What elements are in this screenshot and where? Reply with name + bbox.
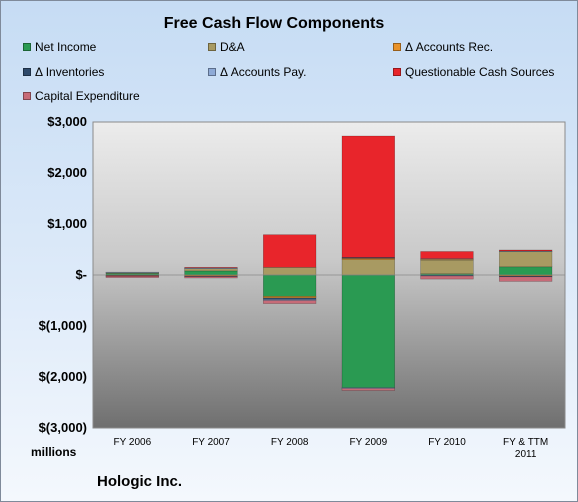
bar-net-income-fy-2008 — [262, 274, 317, 297]
bar-capital-expenditure-fy-2006 — [105, 275, 160, 278]
bar-questionable-cash-sources-fy-2010 — [420, 251, 474, 259]
bar-questionable-cash-sources-fy-2009 — [341, 135, 396, 258]
bar-d-a-fy-ttm-2011 — [498, 251, 553, 268]
x-tick-label: FY 2006 — [92, 437, 172, 449]
legend-swatch — [393, 43, 401, 51]
legend-label: Questionable Cash Sources — [405, 65, 555, 79]
bar-questionable-cash-sources-fy-2007 — [184, 267, 238, 269]
y-tick-label: $(2,000) — [38, 369, 87, 384]
legend-label: Capital Expenditure — [35, 89, 140, 103]
bar-accounts-pay-fy-2006 — [105, 271, 160, 274]
legend-label: Net Income — [35, 40, 97, 54]
bar-questionable-cash-sources-fy-2008 — [262, 234, 317, 268]
x-tick-label-line: FY 2008 — [270, 437, 309, 448]
y-tick-label: $2,000 — [47, 165, 87, 180]
legend-item-accounts-rec: Δ Accounts Rec. — [393, 40, 493, 54]
x-tick-label: FY 2007 — [171, 437, 251, 449]
x-tick-label-line: FY 2010 — [428, 437, 466, 448]
legend-swatch — [208, 43, 216, 51]
legend-item-capital-expenditure: Capital Expenditure — [23, 89, 140, 103]
x-tick-label: FY 2010 — [407, 437, 487, 449]
bar-questionable-cash-sources-fy-ttm-2011 — [498, 249, 553, 252]
legend-label: D&A — [220, 40, 245, 54]
y-tick-label: $(1,000) — [38, 318, 87, 333]
bar-net-income-fy-2009 — [341, 274, 396, 388]
y-tick-label: $- — [75, 267, 87, 282]
bar-d-a-fy-2008 — [262, 267, 317, 276]
x-tick-label: FY 2009 — [328, 437, 408, 449]
bar-net-income-fy-2007 — [184, 270, 238, 276]
bar-accounts-pay-fy-2010 — [420, 258, 474, 260]
chart-title: Free Cash Flow Components — [163, 15, 385, 32]
legend-label: Δ Inventories — [35, 65, 105, 79]
legend-item-questionable-cash-sources: Questionable Cash Sources — [393, 65, 554, 79]
legend-label: Δ Accounts Pay. — [220, 65, 307, 79]
bar-net-income-fy-ttm-2011 — [498, 266, 553, 276]
y-tick-label: $3,000 — [47, 114, 87, 129]
x-tick-label-line: FY & TTM — [503, 437, 549, 448]
x-tick-label: FY 2008 — [250, 437, 330, 449]
bar-d-a-fy-2010 — [420, 259, 474, 275]
bar-inventories-fy-2008 — [262, 297, 317, 300]
x-tick-label-line: FY 2007 — [192, 437, 230, 448]
bar-d-a-fy-2009 — [341, 259, 396, 276]
legend-swatch — [23, 43, 31, 51]
legend-swatch — [23, 92, 31, 100]
y-axis-units: millions — [31, 445, 77, 459]
company-name: Hologic Inc. — [97, 473, 183, 490]
legend-swatch — [393, 68, 401, 76]
legend-item-net-income: Net Income — [23, 40, 96, 54]
bar-capital-expenditure-fy-2007 — [184, 276, 238, 279]
chart-legend: Net Income D&A Δ Accounts Rec. Δ Inventorie… — [1, 1, 577, 111]
bar-capital-expenditure-fy-2008 — [262, 300, 317, 304]
bar-capital-expenditure-fy-2009 — [341, 388, 396, 391]
y-tick-label: $1,000 — [47, 216, 87, 231]
bar-capital-expenditure-fy-2010 — [420, 275, 474, 280]
legend-swatch — [208, 68, 216, 76]
y-tick-label: $(3,000) — [38, 420, 87, 435]
x-tick-label-line: 2011 — [514, 449, 537, 460]
x-tick-label: FY & TTM 2011 — [486, 437, 566, 461]
bar-capital-expenditure-fy-ttm-2011 — [498, 276, 553, 282]
legend-item-inventories: Δ Inventories — [23, 65, 104, 79]
legend-item-accounts-pay: Δ Accounts Pay. — [208, 65, 307, 79]
legend-item-d-a: D&A — [208, 40, 245, 54]
x-tick-label-line: FY 2009 — [349, 437, 388, 448]
legend-swatch — [23, 68, 31, 76]
legend-label: Δ Accounts Rec. — [405, 40, 494, 54]
x-tick-label-line: FY 2006 — [113, 437, 152, 448]
